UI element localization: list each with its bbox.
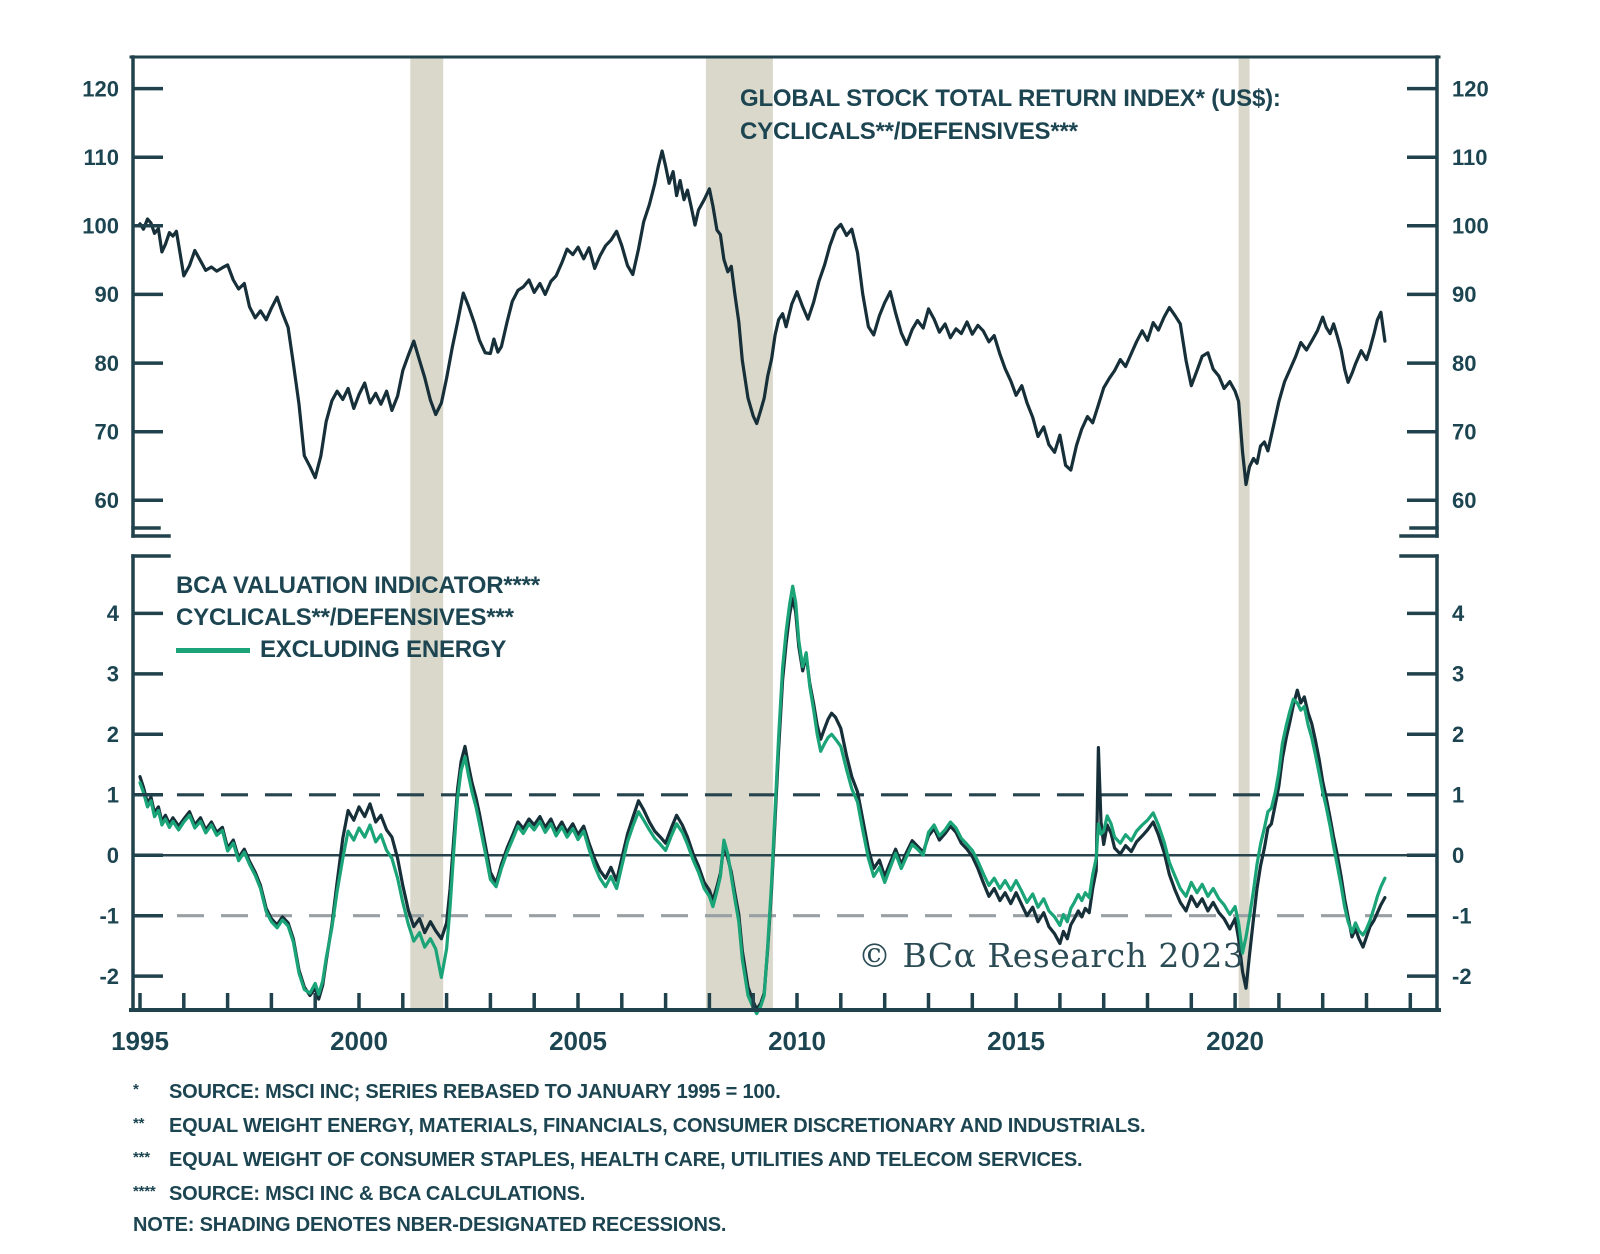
recession-band <box>705 57 773 1010</box>
y-tick-label: 100 <box>82 214 119 239</box>
y-tick-label: 70 <box>95 419 119 444</box>
y-tick-label: 1 <box>1452 783 1464 808</box>
legend-line-2: CYCLICALS**/DEFENSIVES*** <box>176 604 514 631</box>
series-total-return-index <box>138 149 1387 487</box>
x-tick-label: 1995 <box>111 1026 169 1056</box>
top-panel-title: GLOBAL STOCK TOTAL RETURN INDEX* (US$): … <box>740 82 1281 148</box>
axes <box>129 55 1441 1012</box>
x-tick-label: 2005 <box>549 1026 607 1056</box>
y-tick-label: 80 <box>95 351 119 376</box>
top-panel-title-line-2: CYCLICALS**/DEFENSIVES*** <box>740 118 1078 145</box>
y-tick-label: -1 <box>99 903 119 928</box>
footnote-marker: *** <box>133 1149 150 1166</box>
footnote-marker: ** <box>133 1115 145 1132</box>
y-tick-label: -2 <box>99 964 119 989</box>
top-panel-title-line-1: GLOBAL STOCK TOTAL RETURN INDEX* (US$): <box>740 85 1281 112</box>
footnote-text: SOURCE: MSCI INC & BCA CALCULATIONS. <box>169 1183 586 1205</box>
recession-bands <box>410 57 1250 1010</box>
legend-excluding-energy-row: EXCLUDING ENERGY <box>176 634 540 666</box>
y-tick-label: 120 <box>82 76 119 101</box>
y-tick-label: 4 <box>107 601 120 626</box>
y-tick-label: 60 <box>95 488 119 513</box>
footnote-text: NOTE: SHADING DENOTES NBER-DESIGNATED RE… <box>133 1214 727 1236</box>
y-tick-label: 60 <box>1452 488 1476 513</box>
y-tick-label: 2 <box>1452 722 1464 747</box>
series-excluding-energy <box>138 584 1387 1016</box>
y-tick-label: 0 <box>1452 843 1464 868</box>
recession-band <box>410 57 444 1010</box>
footnote-text: EQUAL WEIGHT ENERGY, MATERIALS, FINANCIA… <box>169 1115 1146 1137</box>
footnote-defensives-def: *** EQUAL WEIGHT OF CONSUMER STAPLES, HEA… <box>133 1142 1145 1176</box>
y-tick-label: 90 <box>95 282 119 307</box>
y-tick-label: 1 <box>107 783 119 808</box>
y-tick-label: 0 <box>107 843 119 868</box>
recession-band <box>1238 57 1250 1010</box>
footnote-source-msci: * SOURCE: MSCI INC; SERIES REBASED TO JAN… <box>133 1074 1145 1108</box>
legend-line-3: EXCLUDING ENERGY <box>260 636 507 663</box>
footnote-marker: * <box>133 1081 139 1098</box>
tick-marks <box>133 86 1437 1010</box>
y-tick-label: 100 <box>1452 214 1489 239</box>
x-tick-label: 2020 <box>1206 1026 1264 1056</box>
y-tick-label: 3 <box>1452 662 1464 687</box>
y-tick-label: 4 <box>1452 601 1465 626</box>
footnote-recession-note: NOTE: SHADING DENOTES NBER-DESIGNATED RE… <box>133 1210 1145 1241</box>
y-tick-label: 2 <box>107 722 119 747</box>
y-tick-label: 90 <box>1452 282 1476 307</box>
bottom-panel-legend: BCA VALUATION INDICATOR**** CYCLICALS**/… <box>176 570 540 666</box>
x-tick-label: 2000 <box>330 1026 388 1056</box>
footnote-cyclicals-def: ** EQUAL WEIGHT ENERGY, MATERIALS, FINANC… <box>133 1108 1146 1142</box>
footnote-source-bca: **** SOURCE: MSCI INC & BCA CALCULATIONS. <box>133 1176 1145 1210</box>
reference-lines <box>133 793 1437 918</box>
y-tick-label: -2 <box>1452 964 1472 989</box>
copyright-notice: © BCα Research 2023 <box>858 936 1245 975</box>
excluding-energy-line-swatch <box>176 647 250 653</box>
legend-line-1: BCA VALUATION INDICATOR**** <box>176 572 540 599</box>
footnote-text: EQUAL WEIGHT OF CONSUMER STAPLES, HEALTH… <box>169 1149 1083 1171</box>
footnote-marker: **** <box>133 1183 156 1200</box>
series-valuation-indicator <box>138 596 1387 1012</box>
y-tick-label: 120 <box>1452 76 1489 101</box>
y-tick-label: 110 <box>1452 145 1488 170</box>
y-tick-label: -1 <box>1452 903 1472 928</box>
y-tick-label: 3 <box>107 662 119 687</box>
x-tick-label: 2010 <box>768 1026 826 1056</box>
y-tick-label: 70 <box>1452 419 1476 444</box>
footnotes-block: * SOURCE: MSCI INC; SERIES REBASED TO JAN… <box>133 1074 1146 1241</box>
x-tick-label: 2015 <box>987 1026 1045 1056</box>
y-tick-label: 110 <box>84 145 120 170</box>
y-tick-label: 80 <box>1452 351 1476 376</box>
footnote-text: SOURCE: MSCI INC; SERIES REBASED TO JANU… <box>169 1081 781 1103</box>
